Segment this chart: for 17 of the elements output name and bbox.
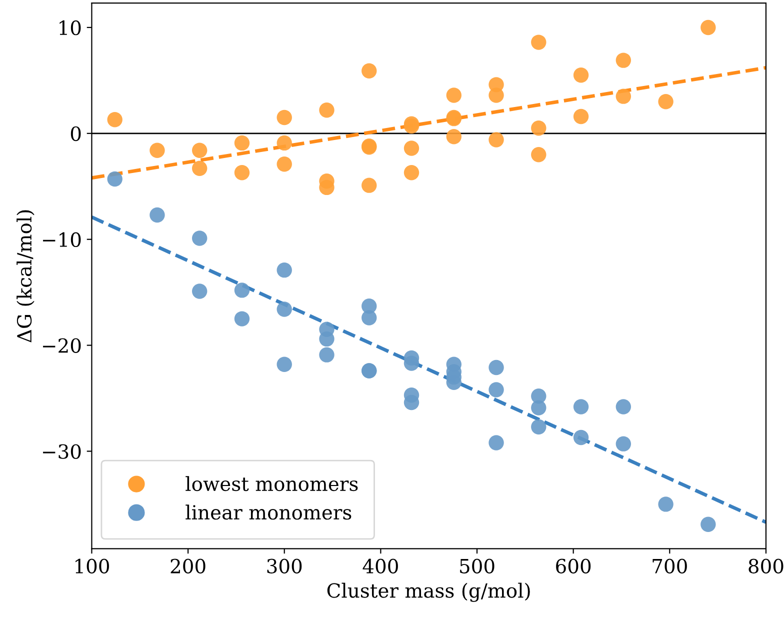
x-tick-label: 400 (362, 558, 398, 574)
x-tick-label: 100 (76, 558, 109, 574)
y-axis-title: ΔG (kcal/mol) (16, 210, 34, 342)
x-tick-label: 600 (556, 558, 591, 574)
y-tick-label: 0 (70, 126, 81, 142)
legend-label: lowest monomers (186, 476, 358, 492)
y-tick-label: 10 (60, 20, 81, 36)
y-tick-label: −10 (43, 232, 81, 248)
x-tick-label: 200 (170, 558, 206, 574)
y-tick-label: −20 (43, 338, 81, 353)
legend-label: linear monomers (186, 504, 352, 520)
x-axis-title: Cluster mass (g/mol) (327, 582, 530, 602)
y-tick-label: −30 (43, 444, 81, 459)
x-tick-label: 700 (652, 558, 687, 574)
x-tick-label: 300 (267, 558, 302, 574)
x-tick-label: 800 (748, 558, 784, 574)
x-tick-label: 500 (460, 558, 494, 574)
